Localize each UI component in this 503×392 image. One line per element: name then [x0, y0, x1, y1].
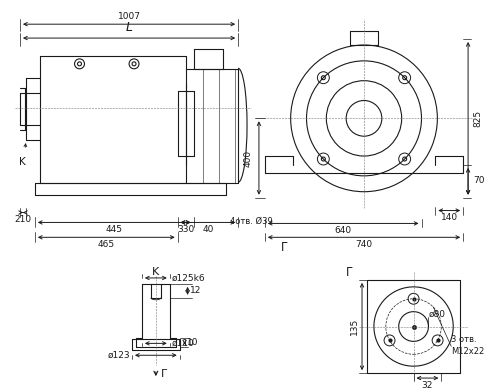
Text: ø123: ø123 [108, 351, 130, 360]
Text: 330: 330 [177, 225, 194, 234]
Text: 210: 210 [15, 215, 32, 224]
Text: ø110: ø110 [172, 339, 195, 348]
Text: M12x22: M12x22 [451, 347, 484, 356]
Text: Г: Г [346, 265, 353, 278]
Text: L: L [126, 21, 133, 34]
Text: 32: 32 [422, 381, 433, 390]
Text: 465: 465 [98, 240, 115, 249]
Text: 1007: 1007 [118, 12, 140, 21]
Text: 825: 825 [473, 110, 482, 127]
Text: 445: 445 [106, 225, 123, 234]
Text: Г: Г [281, 241, 288, 254]
Text: Г: Г [161, 369, 167, 379]
Text: K: K [152, 267, 159, 277]
Text: 140: 140 [441, 213, 458, 222]
Text: 10: 10 [187, 338, 198, 347]
Text: 3 отв.: 3 отв. [451, 335, 477, 344]
Text: K: K [19, 157, 25, 167]
Text: 400: 400 [244, 149, 253, 167]
Text: ø80: ø80 [429, 310, 446, 319]
Text: 740: 740 [356, 240, 373, 249]
Text: 40: 40 [202, 225, 214, 234]
Text: 640: 640 [334, 226, 352, 235]
Text: 12: 12 [190, 286, 201, 295]
Text: ø125k6: ø125k6 [172, 274, 205, 283]
Text: 135: 135 [350, 318, 359, 335]
Text: 70: 70 [473, 176, 484, 185]
Text: 4отв. Ø39: 4отв. Ø39 [230, 217, 273, 226]
